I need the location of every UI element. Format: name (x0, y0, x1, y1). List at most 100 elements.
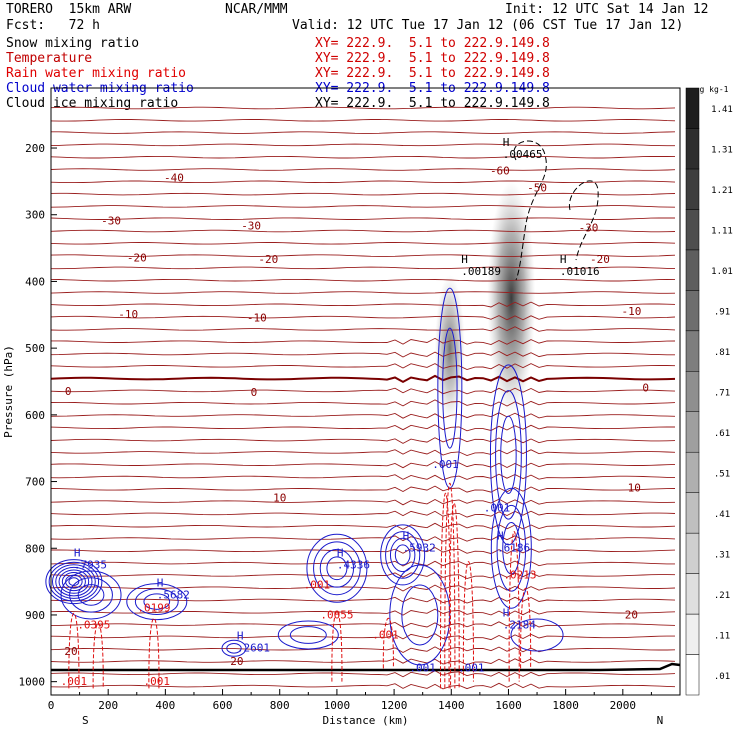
temperature-label: -10 (118, 308, 138, 321)
temperature-label: -20 (127, 251, 147, 264)
colorbar-segment (685, 654, 700, 696)
cloud-water-contour (319, 548, 355, 588)
maximum-value: .2601 (237, 642, 270, 655)
maximum-marker: H (403, 530, 410, 543)
temperature-label: -10 (621, 305, 641, 318)
isotherm (50, 350, 675, 358)
colorbar-label: 1.41 (711, 105, 733, 115)
y-tick-label: 200 (25, 142, 45, 155)
colorbar-segment (685, 330, 700, 372)
colorbar-segment (685, 249, 700, 291)
cloud-water-contour (226, 643, 242, 654)
x-tick-label: 1600 (495, 699, 522, 712)
rain-water-contours (68, 482, 532, 689)
isotherm (50, 461, 676, 469)
colorbar-label: .11 (714, 631, 730, 641)
x-tick-label: 0 (48, 699, 55, 712)
isotherm (50, 449, 676, 456)
cloud-water-contour (277, 620, 339, 650)
rain-contour (439, 492, 452, 689)
field-name: Cloud ice mixing ratio (6, 96, 179, 111)
field-xy: XY= 222.9. 5.1 to 222.9.149.8 (315, 96, 550, 111)
isotherm (50, 608, 676, 616)
isotherm (50, 217, 676, 220)
y-tick-label: 300 (25, 209, 45, 222)
isotherm (50, 119, 676, 122)
cloud-water-contour (134, 588, 179, 615)
maximum-value: .00189 (461, 265, 501, 278)
contour-value: .0199 (137, 602, 170, 615)
temperature-label: -10 (247, 311, 267, 324)
temperature-contours (50, 106, 681, 690)
x-tick-label: 1000 (324, 699, 351, 712)
isotherm (50, 229, 676, 233)
cloud-water-contour (442, 327, 458, 449)
isotherm (50, 155, 676, 159)
temperature-label: -60 (490, 165, 510, 178)
isotherm (50, 473, 676, 481)
x-tick-label: 600 (213, 699, 233, 712)
temperature-label: -50 (527, 181, 547, 194)
isotherm (51, 266, 676, 270)
rain-contour (148, 618, 160, 689)
isotherm (50, 559, 675, 567)
contour-value: .001 (484, 502, 511, 515)
isotherm (50, 315, 676, 321)
cloud-water-contour (45, 559, 103, 605)
cloud-water-contour (77, 584, 105, 606)
isotherm (50, 572, 676, 579)
colorbar-segment (685, 492, 700, 534)
temperature-label: 0 (642, 382, 649, 395)
maximum-value: .5682 (157, 588, 190, 601)
maximum-marker: H (503, 606, 510, 619)
isotherm (50, 254, 676, 257)
cloud-water-contour (401, 584, 439, 646)
cloud-water-contour (143, 593, 171, 610)
contour-value: .001 (432, 458, 459, 471)
maximum-marker: H (237, 630, 244, 643)
isotherm (51, 131, 676, 134)
cloud-water-contour (65, 574, 83, 589)
isotherm (50, 168, 676, 171)
colorbar-label: .51 (714, 469, 730, 479)
isotherm (50, 399, 676, 407)
x-tick-label: 1200 (381, 699, 408, 712)
rain-contour (462, 561, 474, 682)
colorbar-label: 1.21 (711, 186, 733, 196)
field-name: Temperature (6, 51, 93, 66)
colorbar-segment (685, 451, 700, 493)
maximum-marker: H (503, 136, 510, 149)
cloud-water-contour (313, 541, 361, 596)
temperature-label: 10 (628, 482, 641, 495)
x-tick-label: 2000 (610, 699, 637, 712)
rain-contour (520, 587, 532, 669)
isotherm (50, 180, 676, 184)
y-tick-label: 400 (25, 275, 45, 288)
rain-contour (448, 503, 460, 689)
contour-value: .001 (458, 662, 485, 675)
colorbar: .01 .11 .21 .31 .41 .51 .61 .71 .81 .91 1.01 1.11 1.… (685, 85, 733, 696)
isotherm (50, 291, 676, 294)
ground-line (51, 662, 681, 672)
maximum-value: .00465 (503, 148, 543, 161)
temperature-label: 10 (273, 492, 286, 505)
colorbar-label: 1.31 (711, 146, 733, 156)
cloud-water-contour (58, 569, 90, 594)
colorbar-label: .81 (714, 348, 730, 358)
init-time: Init: 12 UTC Sat 14 Jan 12 (505, 2, 709, 17)
colorbar-label: .91 (714, 308, 730, 318)
temperature-label: -20 (258, 253, 278, 266)
isotherm (51, 337, 676, 345)
isotherm (50, 485, 676, 493)
cloud-water-contour (495, 390, 522, 520)
contour-value: .001 (61, 675, 88, 688)
rain-contour (331, 611, 343, 682)
valid-time: Valid: 12 UTC Tue 17 Jan 12 (06 CST Tue … (292, 18, 684, 33)
x-tick-label: 1800 (552, 699, 579, 712)
rain-contour (382, 618, 394, 669)
colorbar-label: .01 (714, 672, 730, 682)
cloud-water-contour (306, 533, 368, 603)
y-tick-label: 500 (25, 342, 45, 355)
colorbar-segment (685, 573, 700, 615)
field-xy: XY= 222.9. 5.1 to 222.9.149.8 (315, 51, 550, 66)
